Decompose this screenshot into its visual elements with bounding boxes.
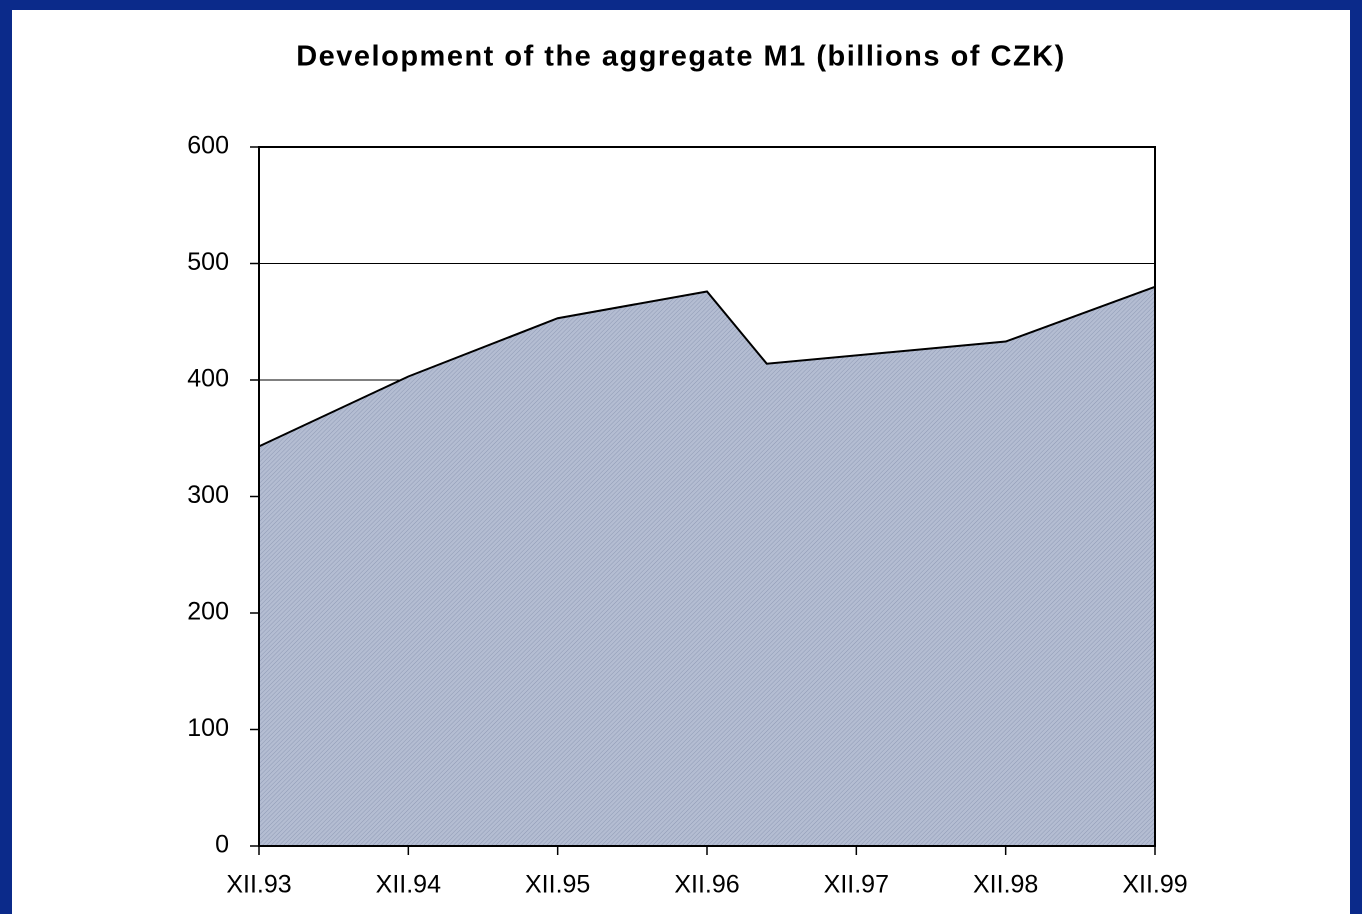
y-tick-label: 400	[187, 365, 229, 393]
x-tick-label: XII.96	[674, 871, 739, 899]
y-tick-label: 100	[187, 714, 229, 742]
y-tick-label: 300	[187, 481, 229, 509]
area	[259, 286, 1155, 846]
chart-title: Development of the aggregate M1 (billion…	[296, 41, 1066, 73]
y-tick-label: 0	[215, 831, 229, 859]
y-tick-label: 500	[187, 248, 229, 276]
x-tick-label: XII.98	[973, 871, 1038, 899]
y-tick-label: 200	[187, 598, 229, 626]
y-tick-label: 600	[187, 132, 229, 160]
line	[258, 285, 1156, 448]
x-tick-label: XII.93	[226, 871, 291, 899]
x-tick-label: XII.94	[376, 871, 441, 899]
x-tick-label: XII.97	[824, 871, 889, 899]
x-tick-label: XII.99	[1122, 871, 1187, 899]
x-tick-label: XII.95	[525, 871, 590, 899]
plot-frame	[258, 146, 1156, 847]
